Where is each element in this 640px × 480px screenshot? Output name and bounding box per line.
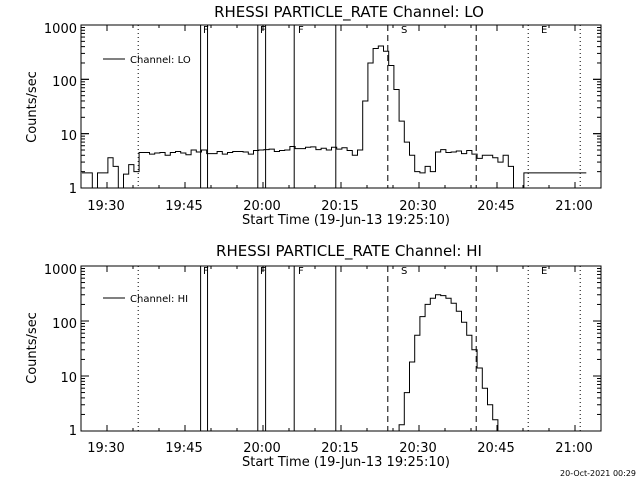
x-tick-label-1930: 19:30 <box>87 199 124 214</box>
event-label-s: S <box>401 266 407 277</box>
event-label-s: S <box>401 25 407 36</box>
panel-hi-axis-ticks <box>80 265 602 432</box>
panel-lo-legend: Channel: LO <box>103 55 191 66</box>
legend-label-channel-lo: Channel: LO <box>130 55 191 66</box>
y-tick-label-100: 100 <box>52 75 77 90</box>
x-tick-label-2000: 20:00 <box>243 199 280 214</box>
x-tick-label-1945: 19:45 <box>165 199 202 214</box>
panel-lo-x-tick-labels: 19:30 19:45 20:00 20:15 20:30 20:45 21:0… <box>87 199 592 214</box>
x-tick-label-2100: 21:00 <box>555 199 592 214</box>
y-tick-label-1000: 1000 <box>44 263 77 278</box>
x-tick-label-1930: 19:30 <box>87 441 124 456</box>
panel-lo-y-tick-labels: 1000 100 10 1 <box>44 22 77 197</box>
y-tick-label-1: 1 <box>69 182 77 197</box>
x-tick-label-2045: 20:45 <box>477 199 514 214</box>
event-label-e: E <box>541 266 547 277</box>
panel-lo-event-markers <box>137 25 581 188</box>
event-label-f-2: F <box>260 25 266 36</box>
legend-label-channel-hi: Channel: HI <box>130 294 188 305</box>
x-tick-label-1945: 19:45 <box>165 441 202 456</box>
y-tick-label-100: 100 <box>52 317 77 332</box>
panel-lo-event-labels: F F F S E <box>203 25 547 36</box>
x-tick-label-2015: 20:15 <box>321 199 358 214</box>
x-tick-label-2015: 20:15 <box>321 441 358 456</box>
y-tick-label-1: 1 <box>69 424 77 439</box>
event-label-f-1: F <box>203 25 209 36</box>
y-tick-label-10: 10 <box>60 371 77 386</box>
event-label-e: E <box>541 25 547 36</box>
x-tick-label-2045: 20:45 <box>477 441 514 456</box>
panel-hi-x-tick-labels: 19:30 19:45 20:00 20:15 20:30 20:45 21:0… <box>87 441 592 456</box>
panel-lo: RHESSI PARTICLE_RATE Channel: LO 1000 10… <box>25 3 602 228</box>
event-label-f-3: F <box>298 25 304 36</box>
panel-hi-legend: Channel: HI <box>103 294 188 305</box>
x-tick-label-2000: 20:00 <box>243 441 280 456</box>
series-line-channel-lo <box>81 45 587 189</box>
panel-lo-x-axis-label: Start Time (19-Jun-13 19:25:10) <box>242 213 450 228</box>
panel-hi-x-axis-label: Start Time (19-Jun-13 19:25:10) <box>242 455 450 470</box>
x-tick-label-2030: 20:30 <box>399 199 436 214</box>
y-tick-label-1000: 1000 <box>44 22 77 37</box>
panel-hi-title: RHESSI PARTICLE_RATE Channel: HI <box>216 242 482 261</box>
footer-timestamp: 20-Oct-2021 00:29 <box>560 469 636 478</box>
x-tick-label-2100: 21:00 <box>555 441 592 456</box>
event-label-f-2: F <box>260 266 266 277</box>
y-tick-label-10: 10 <box>60 129 77 144</box>
panel-hi-y-tick-labels: 1000 100 10 1 <box>44 263 77 439</box>
x-tick-label-2030: 20:30 <box>399 441 436 456</box>
panel-hi: RHESSI PARTICLE_RATE Channel: HI 1000 10… <box>25 242 602 470</box>
panel-lo-axis-ticks <box>80 24 602 189</box>
event-label-f-3: F <box>298 266 304 277</box>
series-line-channel-hi <box>393 294 504 432</box>
panel-hi-event-labels: F F F S E <box>203 266 547 277</box>
panel-lo-y-axis-label: Counts/sec <box>25 71 40 143</box>
panel-lo-title: RHESSI PARTICLE_RATE Channel: LO <box>214 3 484 22</box>
panel-hi-event-markers <box>137 266 581 431</box>
panel-hi-y-axis-label: Counts/sec <box>25 312 40 384</box>
event-label-f-1: F <box>203 266 209 277</box>
